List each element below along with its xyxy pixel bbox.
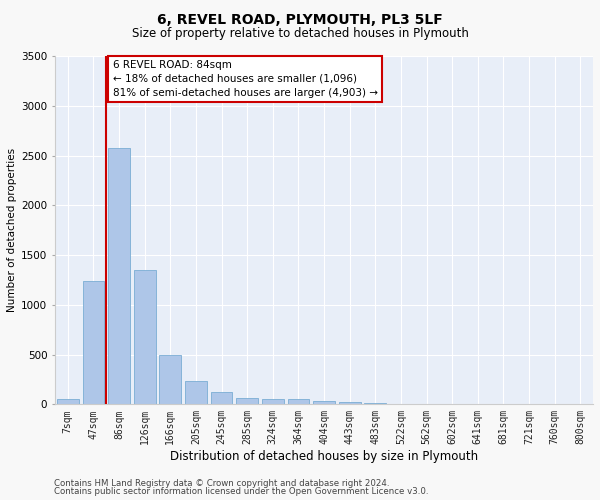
- Bar: [339, 402, 361, 404]
- Text: Size of property relative to detached houses in Plymouth: Size of property relative to detached ho…: [131, 28, 469, 40]
- Text: 6, REVEL ROAD, PLYMOUTH, PL3 5LF: 6, REVEL ROAD, PLYMOUTH, PL3 5LF: [157, 12, 443, 26]
- Bar: [313, 402, 335, 404]
- Bar: [108, 148, 130, 404]
- Bar: [134, 270, 155, 404]
- Bar: [236, 398, 258, 404]
- Bar: [83, 281, 104, 404]
- Text: Contains public sector information licensed under the Open Government Licence v3: Contains public sector information licen…: [54, 487, 428, 496]
- Bar: [211, 392, 232, 404]
- Bar: [287, 400, 309, 404]
- Text: Contains HM Land Registry data © Crown copyright and database right 2024.: Contains HM Land Registry data © Crown c…: [54, 478, 389, 488]
- Bar: [185, 382, 207, 404]
- X-axis label: Distribution of detached houses by size in Plymouth: Distribution of detached houses by size …: [170, 450, 478, 463]
- Bar: [262, 399, 284, 404]
- Bar: [57, 400, 79, 404]
- Y-axis label: Number of detached properties: Number of detached properties: [7, 148, 17, 312]
- Text: 6 REVEL ROAD: 84sqm
← 18% of detached houses are smaller (1,096)
81% of semi-det: 6 REVEL ROAD: 84sqm ← 18% of detached ho…: [113, 60, 377, 98]
- Bar: [160, 354, 181, 405]
